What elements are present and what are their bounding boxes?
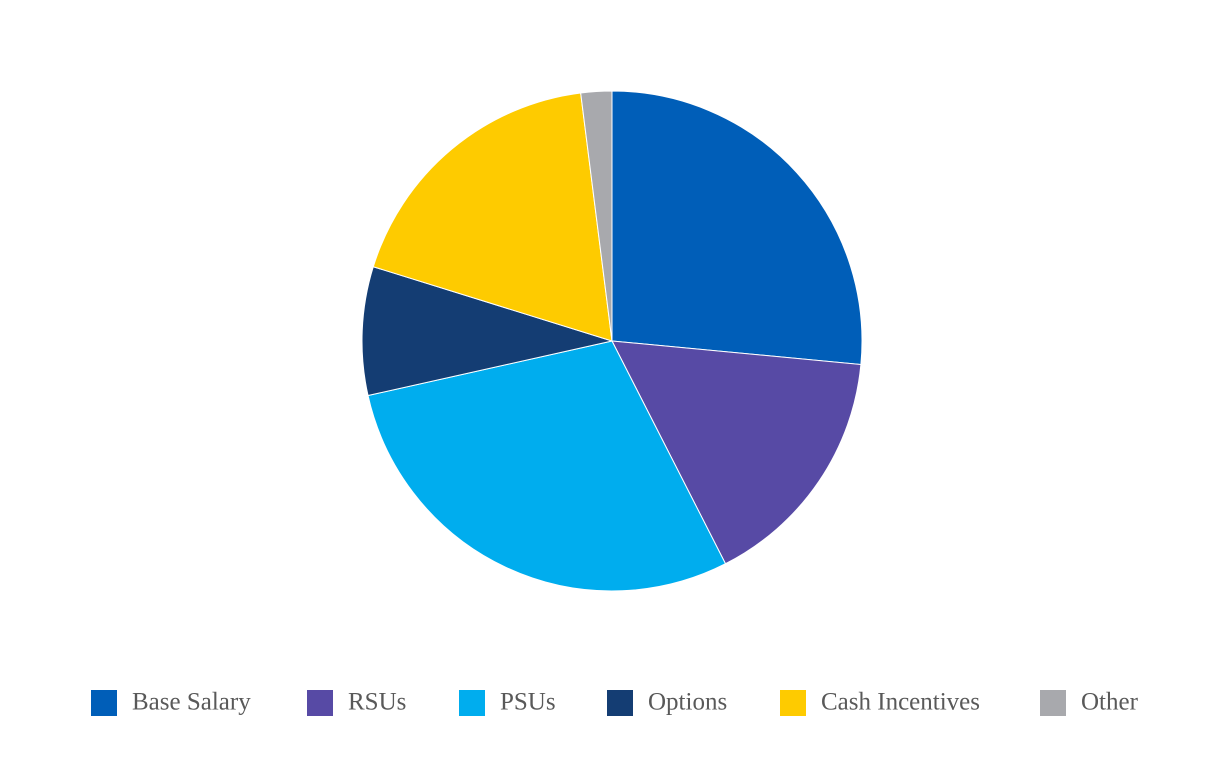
- legend-swatch: [780, 690, 806, 716]
- legend-label: Options: [648, 689, 727, 716]
- pie-slice: [611, 90, 863, 366]
- legend-swatch: [307, 690, 333, 716]
- legend-swatch: [607, 690, 633, 716]
- legend-label: Base Salary: [132, 689, 251, 716]
- legend-label: Cash Incentives: [821, 689, 980, 716]
- legend-label: RSUs: [348, 689, 406, 716]
- pie-slice: [372, 92, 613, 342]
- pie-slice: [611, 340, 862, 565]
- pie-slice: [580, 90, 613, 342]
- legend-swatch: [459, 690, 485, 716]
- legend-swatch: [91, 690, 117, 716]
- legend-label: Other: [1081, 689, 1139, 716]
- pie-slice: [367, 340, 727, 592]
- pie-slice: [361, 266, 614, 397]
- legend-swatch: [1040, 690, 1066, 716]
- legend-label: PSUs: [500, 689, 556, 716]
